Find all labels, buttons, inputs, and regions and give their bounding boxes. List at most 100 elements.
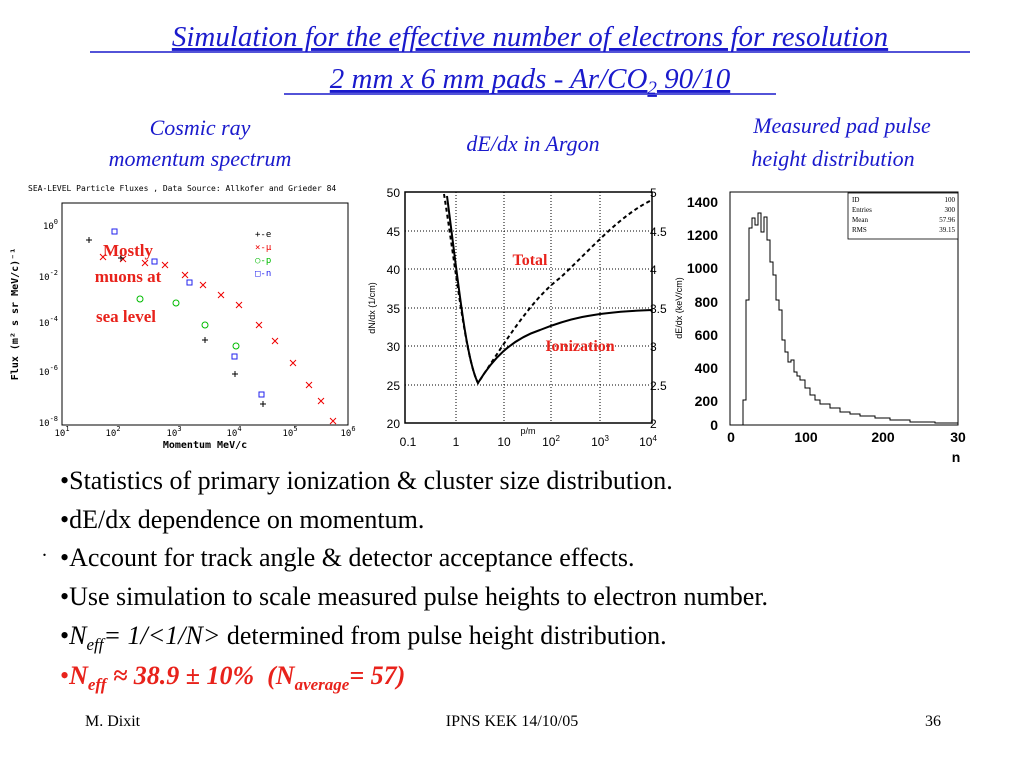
tick-label: 25 <box>387 379 401 393</box>
x-label: p/m <box>520 426 535 436</box>
e-points <box>86 237 266 407</box>
tick-label: 102 <box>105 425 120 439</box>
stat-name: RMS <box>852 226 867 234</box>
p-points <box>136 295 240 350</box>
tick-base: 10 <box>43 222 54 232</box>
tick-base: 10 <box>39 273 50 283</box>
tick-label: 200 <box>695 393 719 409</box>
tick-label: 104 <box>639 434 657 449</box>
annotation-line: sea level <box>96 307 156 326</box>
bullet: •Neff= 1/<1/N> determined from pulse hei… <box>60 621 667 654</box>
footer-left: M. Dixit <box>85 713 141 730</box>
bullet-text: N <box>68 661 89 690</box>
stat-name: Entries <box>852 206 872 214</box>
tick-label: 100 <box>43 218 58 232</box>
bullet: •Use simulation to scale measured pulse … <box>60 582 768 611</box>
y-ticks-right: 5 4.5 4 3.5 3 2.5 2 <box>650 186 667 431</box>
tick-exp: 2 <box>116 425 120 433</box>
stat-value: 57.96 <box>939 216 955 224</box>
y-label: dN/dx (1/cm) <box>367 282 377 334</box>
bullet-text: = 57) <box>349 661 405 690</box>
tick-base: 0.1 <box>400 435 417 449</box>
tick-label: 102 <box>542 434 560 449</box>
axes-box <box>61 202 349 426</box>
bullet: •Statistics of primary ionization & clus… <box>60 466 673 495</box>
tick-exp: -6 <box>50 364 58 372</box>
annotation: Mostly muons at sea level <box>95 241 162 326</box>
tick-label: 10-6 <box>39 364 58 378</box>
title-line: Simulation for the effective number of e… <box>172 21 888 53</box>
tick-label: 10-4 <box>39 315 58 329</box>
title-text: 90/10 <box>657 63 731 95</box>
bullet: •dE/dx dependence on momentum. <box>60 505 424 534</box>
bullet: •Neff ≈ 38.9 ± 10% (Naverage= 57) <box>60 661 405 694</box>
stat-value: 100 <box>945 196 956 204</box>
tick-label: 20 <box>387 417 401 431</box>
tick-label: 105 <box>282 425 297 439</box>
tick-base: 10 <box>39 419 50 429</box>
y-ticks: 1400 1200 1000 800 600 400 200 0 <box>687 194 718 433</box>
legend: +-e ×-μ ○-p □-n <box>255 230 272 279</box>
tick-base: 10 <box>226 429 237 439</box>
tick-label: 10-8 <box>39 415 58 429</box>
title-sub: 2 <box>647 78 657 99</box>
tick-label: 1000 <box>687 260 718 276</box>
tick-base: 10 <box>282 429 293 439</box>
tick-exp: 6 <box>351 425 355 433</box>
tick-label: 35 <box>387 302 401 316</box>
points <box>86 228 337 425</box>
muon-points <box>99 253 337 425</box>
tick-exp: 2 <box>555 434 560 443</box>
tick-label: 800 <box>695 294 719 310</box>
caption: momentum spectrum <box>109 146 292 171</box>
histogram <box>742 212 958 425</box>
caption: height distribution <box>751 146 914 171</box>
tick-label: 10-2 <box>39 269 58 283</box>
tick-label: 30 <box>387 340 401 354</box>
tick-exp: 4 <box>237 425 241 433</box>
bullet-text: N <box>68 621 88 650</box>
tick-exp: 0 <box>54 218 58 226</box>
tick-label: 600 <box>695 327 719 343</box>
bullet-text: = 1/<1/N> <box>103 621 220 650</box>
tick-label: 200 <box>871 429 895 445</box>
caption: dE/dx in Argon <box>466 131 599 156</box>
x-label: Momentum MeV/c <box>163 440 247 451</box>
tick-label: 0 <box>710 417 718 433</box>
tick-base: 10 <box>39 319 50 329</box>
tick-base: 10 <box>591 435 605 449</box>
captions: Cosmic ray momentum spectrum dE/dx in Ar… <box>109 113 931 171</box>
tick-exp: -4 <box>50 315 58 323</box>
tick-exp: 3 <box>604 434 609 443</box>
stray-dot: . <box>42 539 47 561</box>
tick-exp: -8 <box>50 415 58 423</box>
bullet-mark: • <box>60 661 69 690</box>
grid <box>405 192 652 423</box>
title: Simulation for the effective number of e… <box>172 21 888 99</box>
tick-label: 1 <box>453 435 460 449</box>
tick-label: 101 <box>54 425 69 439</box>
footer-right: 36 <box>925 713 941 730</box>
annotation: Total <box>513 252 549 269</box>
tick-label: 400 <box>695 360 719 376</box>
tick-label: 30 <box>950 429 966 445</box>
tick-base: 10 <box>340 429 351 439</box>
annotation: Ionization <box>545 338 614 355</box>
tick-label: 40 <box>387 263 401 277</box>
figure-header: SEA-LEVEL Particle Fluxes , Data Source:… <box>28 184 336 193</box>
figure-pulse: 1400 1200 1000 800 600 400 200 0 0 100 200 30 n ID… <box>687 191 966 465</box>
y-ticks-left: 50 45 40 35 30 25 20 <box>387 186 401 431</box>
tick-exp: 1 <box>65 425 69 433</box>
axes-box <box>729 191 959 426</box>
tick-base: 10 <box>105 429 116 439</box>
tick-label: 2 <box>650 417 657 431</box>
tick-exp: 5 <box>293 425 297 433</box>
bullets: •Statistics of primary ionization & clus… <box>42 466 768 694</box>
tick-label: 50 <box>387 186 401 200</box>
tick-label: 104 <box>226 425 241 439</box>
tick-label: 4 <box>650 263 657 277</box>
